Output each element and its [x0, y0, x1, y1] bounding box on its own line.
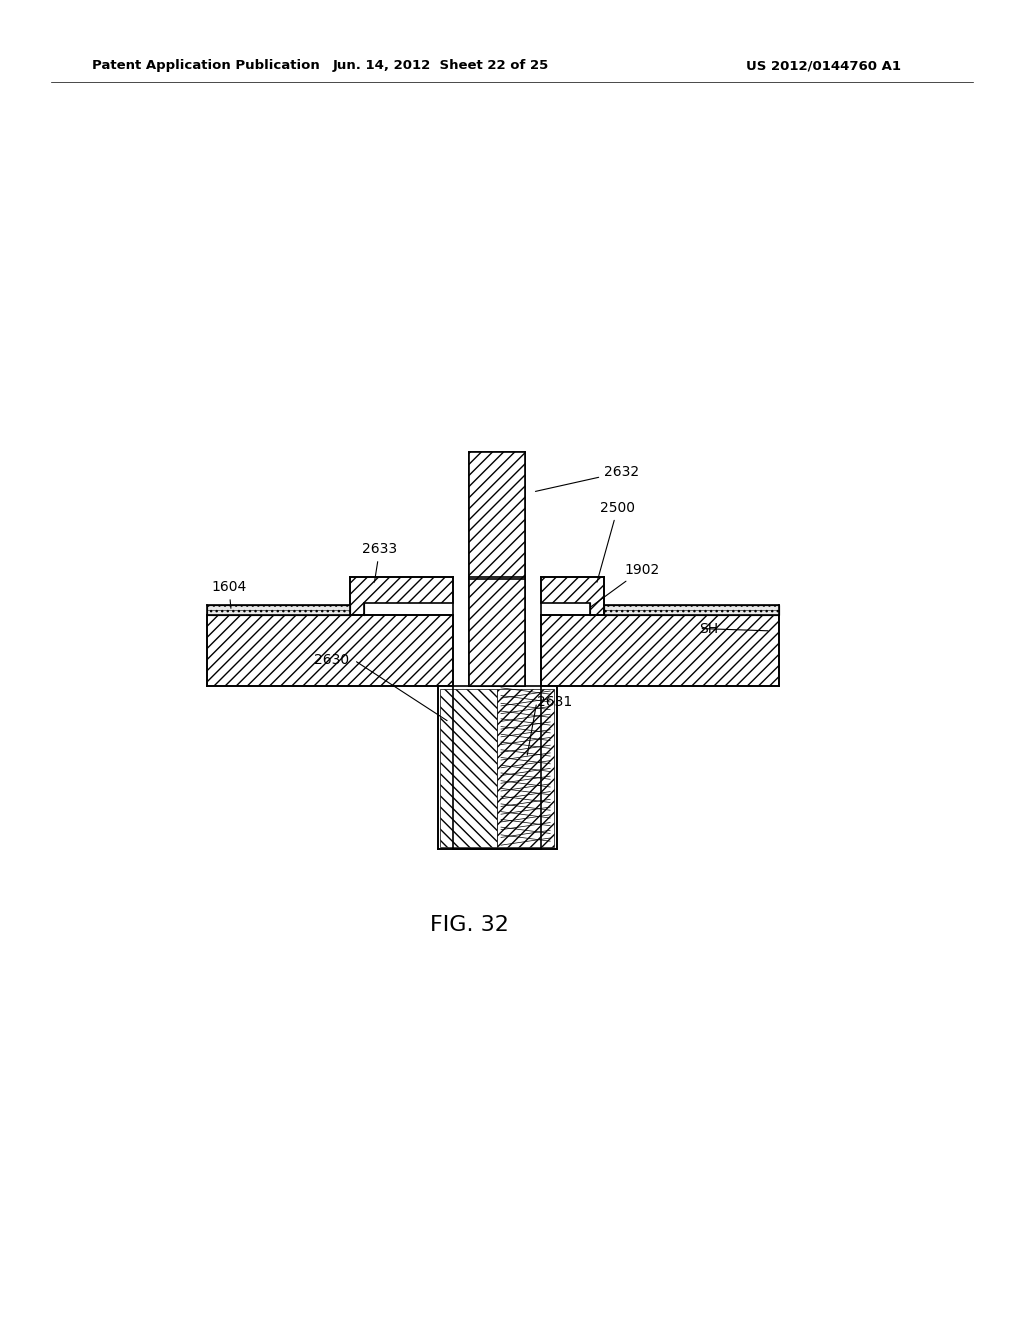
- Text: 2630: 2630: [314, 653, 349, 667]
- Polygon shape: [437, 686, 557, 849]
- Polygon shape: [440, 689, 497, 846]
- Text: 2632: 2632: [536, 465, 639, 491]
- Polygon shape: [541, 577, 604, 615]
- Polygon shape: [350, 577, 454, 615]
- Polygon shape: [541, 615, 778, 686]
- Text: FIG. 32: FIG. 32: [430, 915, 509, 935]
- Text: SH: SH: [699, 622, 719, 635]
- Text: 1604: 1604: [211, 581, 247, 609]
- Text: 2500: 2500: [597, 500, 635, 582]
- Polygon shape: [469, 579, 524, 686]
- Polygon shape: [604, 605, 778, 615]
- Polygon shape: [469, 577, 524, 686]
- Polygon shape: [469, 453, 524, 579]
- Text: 1902: 1902: [591, 562, 659, 607]
- Text: 2633: 2633: [362, 543, 397, 582]
- Polygon shape: [207, 615, 454, 686]
- Text: US 2012/0144760 A1: US 2012/0144760 A1: [746, 59, 901, 73]
- Text: Jun. 14, 2012  Sheet 22 of 25: Jun. 14, 2012 Sheet 22 of 25: [332, 59, 549, 73]
- Polygon shape: [497, 689, 554, 846]
- Text: 2631: 2631: [537, 696, 572, 709]
- Text: Patent Application Publication: Patent Application Publication: [92, 59, 319, 73]
- Polygon shape: [207, 605, 350, 615]
